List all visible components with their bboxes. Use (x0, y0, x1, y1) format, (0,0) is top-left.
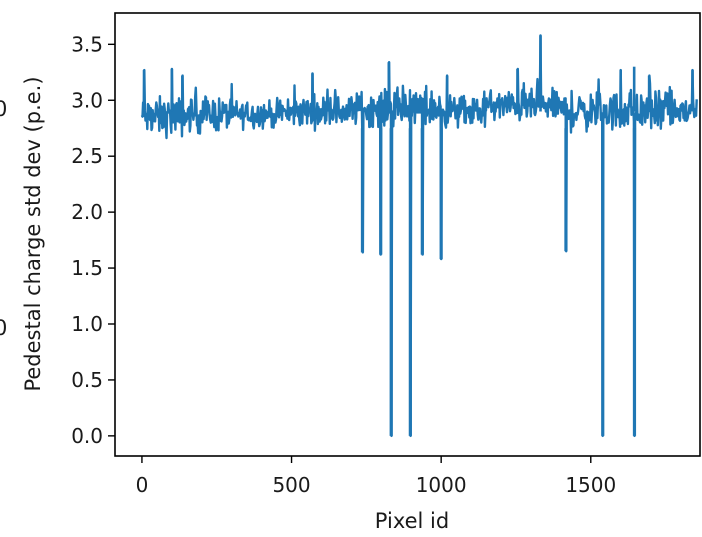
y-tick-label-3.5: 3.5 (71, 32, 103, 56)
y-tick-label-1.5: 1.5 (71, 256, 103, 280)
x-tick-label-1000: 1000 (416, 473, 467, 497)
y-tick-label-3: 3.0 (71, 88, 103, 112)
y-tick-label-2.5: 2.5 (71, 144, 103, 168)
y-tick-label-2: 2.0 (71, 200, 103, 224)
x-tick-label-0: 0 (136, 473, 149, 497)
stray-label-top: 0 (0, 97, 7, 121)
y-tick-label-0: 0.0 (71, 424, 103, 448)
plot-frame (114, 12, 701, 457)
x-axis-label: Pixel id (375, 509, 449, 533)
series-line (140, 34, 698, 438)
y-axis-label: Pedestal charge std dev (p.e.) (21, 76, 45, 391)
y-axis: 0.0 0.5 1.0 1.5 2.0 2.5 3.0 3.5 (71, 32, 115, 448)
stray-label-bottom: 0 (0, 316, 7, 340)
x-tick-label-1500: 1500 (565, 473, 616, 497)
x-axis: 0 500 1000 1500 (136, 456, 616, 497)
x-tick-label-500: 500 (272, 473, 310, 497)
y-tick-label-1: 1.0 (71, 312, 103, 336)
y-tick-label-0.5: 0.5 (71, 368, 103, 392)
series-layer (140, 34, 698, 438)
